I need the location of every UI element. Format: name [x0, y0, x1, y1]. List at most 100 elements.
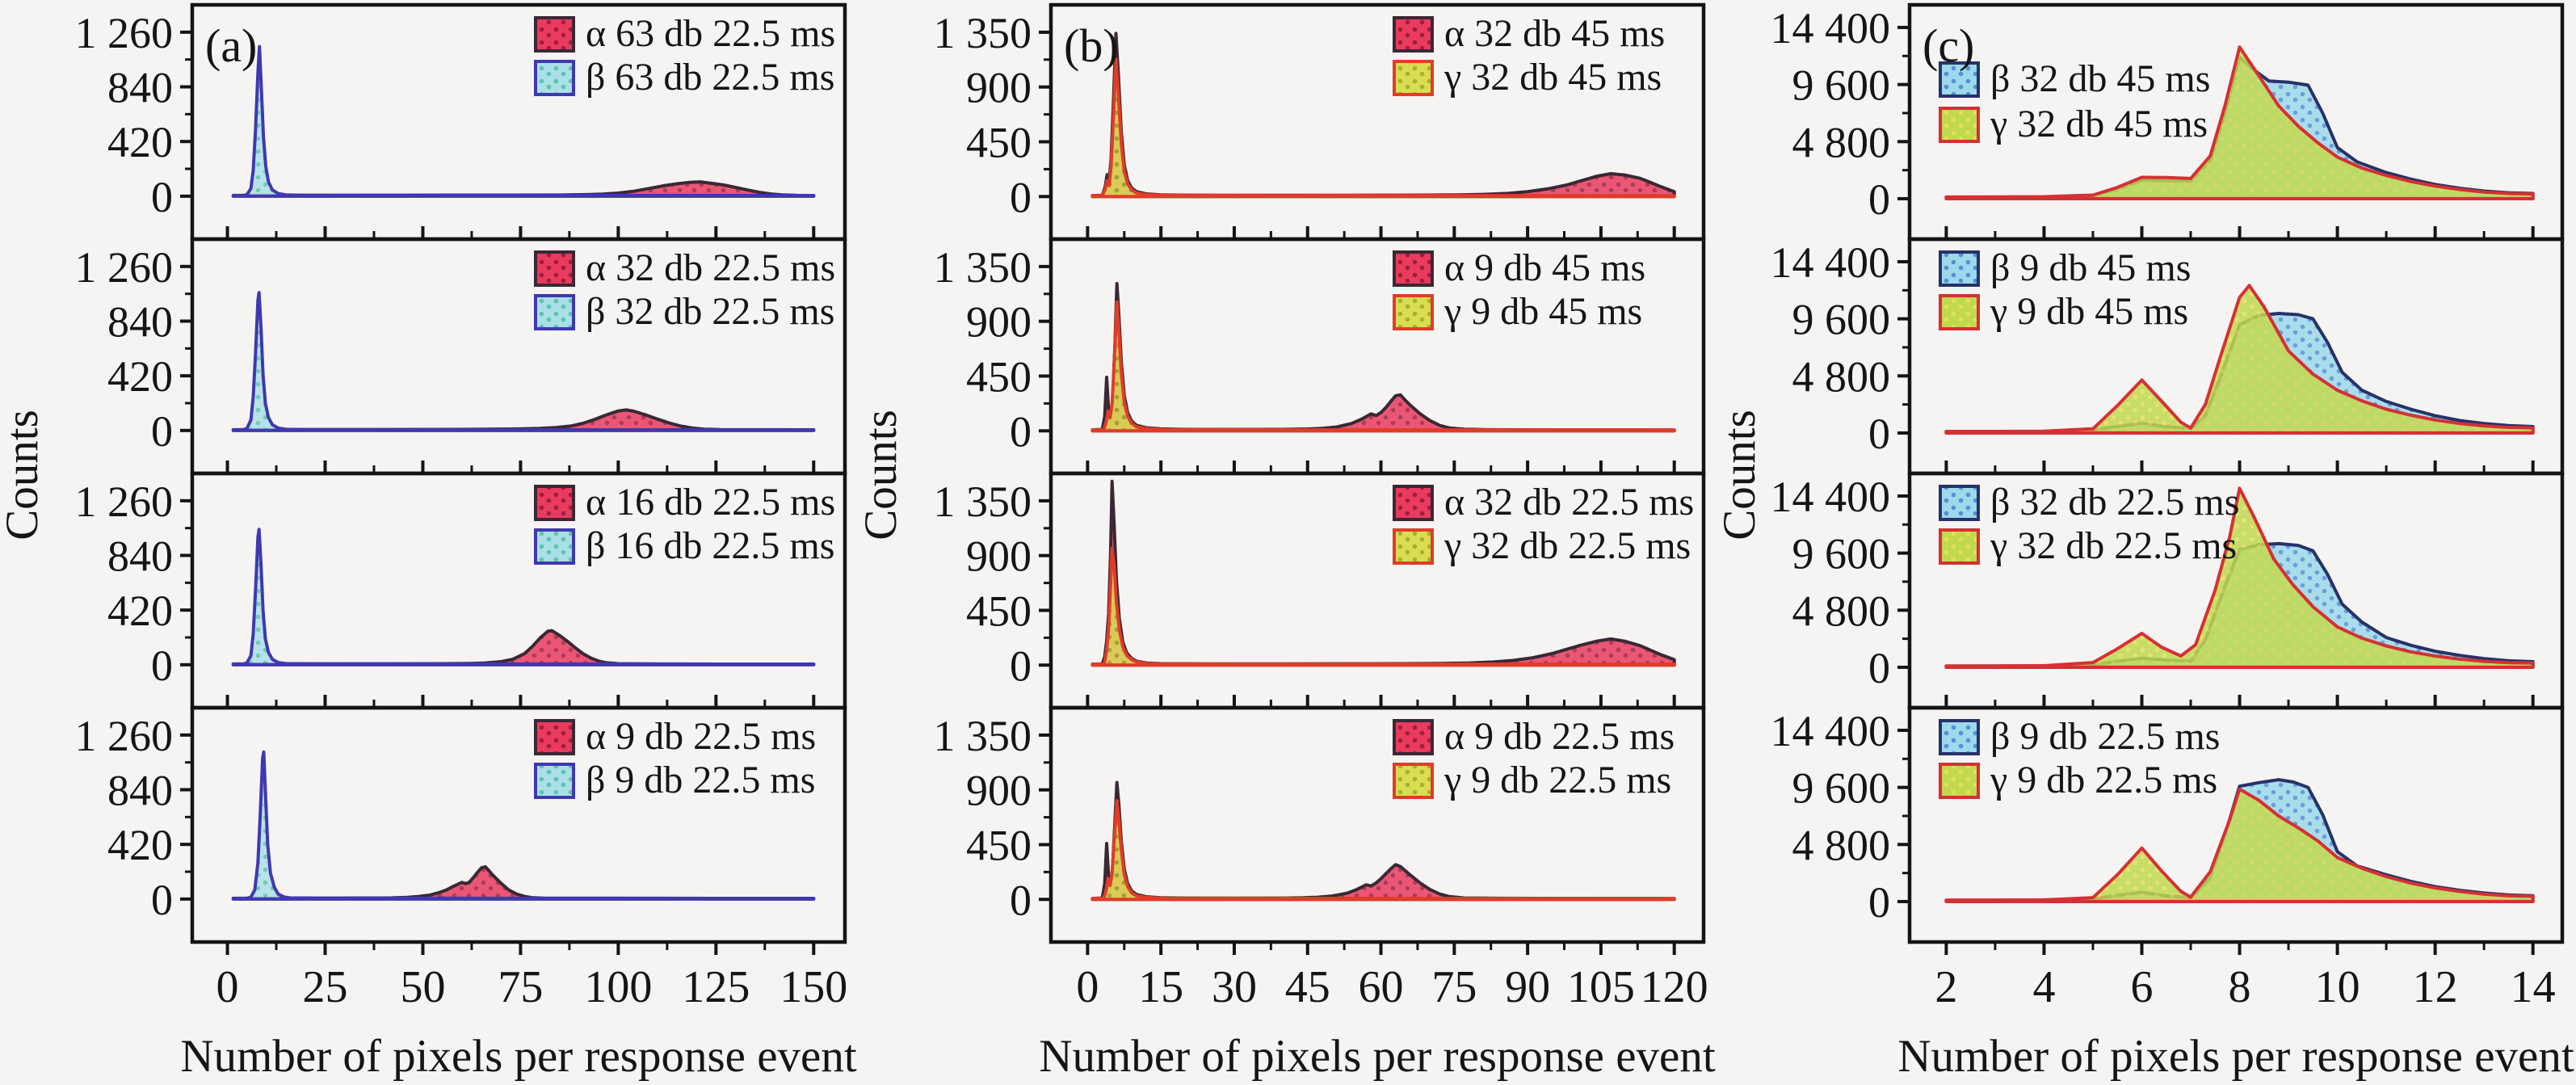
y-tick-label: 1 350: [934, 9, 1032, 57]
x-tick-label: 75: [498, 962, 543, 1012]
series-area-alpha: [231, 864, 816, 901]
panel-letter: (c): [1923, 19, 1974, 72]
y-tick-label: 0: [151, 876, 173, 924]
legend-swatch-gamma: [1393, 763, 1434, 799]
series-area-gamma_c: [1944, 486, 2535, 669]
legend-label: α 9 db 22.5 ms: [586, 715, 816, 758]
x-tick-label: 150: [780, 962, 847, 1012]
y-tick-label: 840: [107, 298, 173, 347]
y-tick-label: 9 600: [1792, 61, 1891, 110]
legend-swatch-gamma_c: [1939, 763, 1980, 799]
x-tick-label: 8: [2229, 962, 2251, 1012]
legend-swatch-alpha: [534, 250, 575, 287]
x-tick-label: 2: [1935, 962, 1957, 1012]
y-tick-label: 0: [1010, 173, 1032, 221]
y-tick-label: 1 350: [934, 243, 1032, 292]
legend-label: α 32 db 22.5 ms: [586, 246, 835, 289]
y-tick-label: 0: [1868, 644, 1890, 692]
legend-label: γ 9 db 45 ms: [1443, 290, 1642, 333]
x-tick-label: 14: [2511, 962, 2556, 1012]
x-tick-label: 60: [1359, 962, 1404, 1012]
x-tick-label: 6: [2130, 962, 2153, 1012]
y-axis-title: Counts: [1717, 410, 1765, 540]
panel-letter: (b): [1064, 19, 1119, 72]
legend-swatch-alpha: [534, 485, 575, 521]
series-area-beta: [231, 291, 816, 432]
legend-label: β 9 db 22.5 ms: [586, 759, 815, 801]
series-area-beta: [231, 44, 816, 198]
x-tick-label: 30: [1212, 962, 1257, 1012]
x-tick-label: 0: [1076, 962, 1099, 1012]
x-tick-label: 75: [1431, 962, 1477, 1012]
legend-swatch-gamma: [1393, 528, 1434, 565]
x-tick-label: 100: [584, 962, 652, 1012]
legend-swatch-alpha: [534, 16, 575, 53]
legend-label: γ 32 db 45 ms: [1990, 103, 2208, 145]
y-tick-label: 9 600: [1792, 764, 1891, 813]
x-axis-title: Number of pixels per response event: [180, 1031, 856, 1082]
y-tick-label: 420: [107, 352, 173, 401]
y-tick-label: 900: [966, 298, 1032, 347]
legend-label: α 16 db 22.5 ms: [586, 481, 835, 524]
legend-label: β 32 db 22.5 ms: [1990, 481, 2239, 524]
y-tick-label: 0: [1010, 641, 1032, 690]
y-tick-label: 1 260: [75, 243, 174, 292]
x-axis-title: Number of pixels per response event: [1897, 1031, 2574, 1082]
legend-swatch-beta: [534, 294, 575, 330]
series-area-alpha: [231, 408, 816, 432]
legend-label: γ 9 db 22.5 ms: [1990, 759, 2217, 801]
y-axis-title: Counts: [859, 410, 906, 540]
x-tick-label: 4: [2032, 962, 2055, 1012]
panel-a: 0 420 840 1 260 α 63 db 22.5 ms β 63 db 22.5 …: [0, 0, 859, 1085]
y-tick-label: 0: [151, 641, 173, 690]
legend-swatch-gamma_c: [1939, 294, 1980, 330]
x-tick-label: 50: [400, 962, 445, 1012]
legend-swatch-beta: [534, 60, 575, 96]
x-tick-label: 90: [1505, 962, 1550, 1012]
y-tick-label: 14 400: [1771, 238, 1891, 287]
y-tick-label: 1 260: [75, 477, 174, 526]
panel-a-chart: 0 420 840 1 260 α 63 db 22.5 msβ 63 db 22.5 …: [0, 2, 857, 1082]
y-axis-title: Counts: [0, 410, 48, 540]
y-tick-label: 450: [966, 821, 1032, 869]
x-tick-label: 125: [682, 962, 750, 1012]
legend-swatch-beta: [534, 528, 575, 565]
y-tick-label: 900: [966, 532, 1032, 581]
series-area-gamma_c: [1944, 45, 2535, 200]
panel-b: 0 450 900 1 350 α 32 db 45 ms γ 32 db 45 ms 0 4…: [859, 0, 1717, 1085]
y-tick-label: 0: [1868, 410, 1890, 458]
legend-swatch-gamma: [1393, 294, 1434, 330]
subplot-frame: [190, 705, 847, 944]
y-tick-label: 900: [966, 64, 1032, 112]
y-tick-label: 420: [107, 821, 173, 869]
y-tick-label: 14 400: [1771, 473, 1891, 521]
x-tick-label: 12: [2413, 962, 2458, 1012]
legend-label: β 9 db 45 ms: [1990, 246, 2191, 289]
legend-label: α 32 db 22.5 ms: [1444, 481, 1694, 524]
legend-label: β 63 db 22.5 ms: [586, 56, 834, 99]
y-tick-label: 1 350: [934, 477, 1032, 526]
y-tick-label: 0: [1868, 878, 1890, 927]
panel-letter: (a): [205, 19, 257, 72]
legend-label: γ 9 db 22.5 ms: [1443, 759, 1671, 801]
legend-swatch-alpha: [534, 719, 575, 755]
y-tick-label: 450: [966, 587, 1032, 635]
x-axis-title: Number of pixels per response event: [1039, 1031, 1715, 1082]
y-tick-label: 14 400: [1771, 4, 1891, 53]
legend-swatch-beta_c: [1939, 485, 1980, 521]
series-area-gamma_c: [1944, 787, 2535, 903]
y-tick-label: 450: [966, 118, 1032, 166]
x-tick-label: 105: [1567, 962, 1635, 1012]
series-area-beta: [231, 750, 816, 901]
legend-label: α 63 db 22.5 ms: [586, 12, 835, 55]
legend-swatch-gamma_c: [1939, 528, 1980, 565]
y-tick-label: 1 260: [75, 712, 174, 760]
x-tick-label: 0: [216, 962, 239, 1012]
legend-swatch-alpha: [1393, 250, 1434, 287]
legend-swatch-alpha: [1393, 16, 1434, 53]
y-tick-label: 840: [107, 532, 173, 581]
series-area-beta: [231, 528, 816, 667]
legend-swatch-beta_c: [1939, 719, 1980, 755]
